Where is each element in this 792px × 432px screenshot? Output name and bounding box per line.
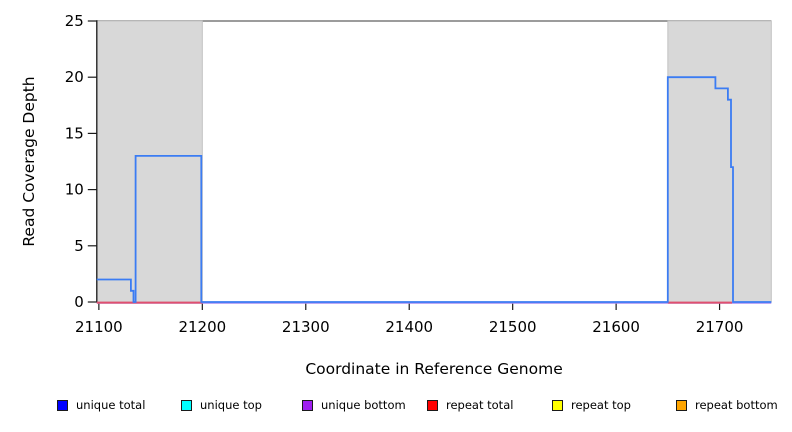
y-tick-label: 20 bbox=[65, 68, 84, 86]
x-tick-label: 21500 bbox=[489, 318, 537, 336]
x-tick-label: 21600 bbox=[592, 318, 640, 336]
legend-item-unique-top: unique top bbox=[181, 398, 262, 413]
x-tick-label: 21200 bbox=[178, 318, 226, 336]
legend-label: unique bottom bbox=[321, 398, 406, 412]
x-tick-label: 21100 bbox=[75, 318, 123, 336]
legend-swatch-repeat-top-icon bbox=[552, 400, 563, 411]
legend-swatch-repeat-bottom-icon bbox=[676, 400, 687, 411]
legend-item-repeat-top: repeat top bbox=[552, 398, 631, 413]
legend: unique total unique top unique bottom repea… bbox=[0, 398, 792, 416]
legend-label: unique top bbox=[200, 398, 262, 412]
legend-swatch-unique-bottom-icon bbox=[302, 400, 313, 411]
legend-label: unique total bbox=[76, 398, 146, 412]
x-tick-label: 21300 bbox=[282, 318, 330, 336]
legend-label: repeat top bbox=[571, 398, 631, 412]
x-tick-label: 21400 bbox=[385, 318, 433, 336]
legend-swatch-unique-total-icon bbox=[57, 400, 68, 411]
y-axis-ticks: 0 5 10 15 20 25 bbox=[65, 12, 97, 311]
plot-canvas: 21100 21200 21300 21400 21500 21600 21700 0 5 10 1… bbox=[20, 12, 772, 378]
legend-item-unique-total: unique total bbox=[57, 398, 145, 413]
x-axis-title: Coordinate in Reference Genome bbox=[305, 360, 562, 378]
y-tick-label: 0 bbox=[74, 293, 84, 311]
x-tick-label: 21700 bbox=[696, 318, 744, 336]
legend-swatch-repeat-total-icon bbox=[427, 400, 438, 411]
legend-label: repeat bottom bbox=[695, 398, 778, 412]
legend-item-repeat-total: repeat total bbox=[427, 398, 513, 413]
repeat-region-shade-0 bbox=[96, 20, 203, 303]
y-tick-label: 10 bbox=[65, 181, 84, 199]
y-tick-label: 15 bbox=[65, 124, 84, 142]
x-axis-ticks: 21100 21200 21300 21400 21500 21600 21700 bbox=[75, 302, 743, 336]
legend-item-repeat-bottom: repeat bottom bbox=[676, 398, 778, 413]
legend-item-unique-bottom: unique bottom bbox=[302, 398, 406, 413]
y-tick-label: 5 bbox=[74, 237, 84, 255]
legend-label: repeat total bbox=[446, 398, 514, 412]
series-line-unique-total bbox=[96, 76, 772, 303]
legend-swatch-unique-top-icon bbox=[181, 400, 192, 411]
repeat-region-shade-1 bbox=[667, 20, 772, 303]
y-axis-title: Read Coverage Depth bbox=[20, 76, 38, 246]
y-tick-label: 25 bbox=[65, 12, 84, 30]
